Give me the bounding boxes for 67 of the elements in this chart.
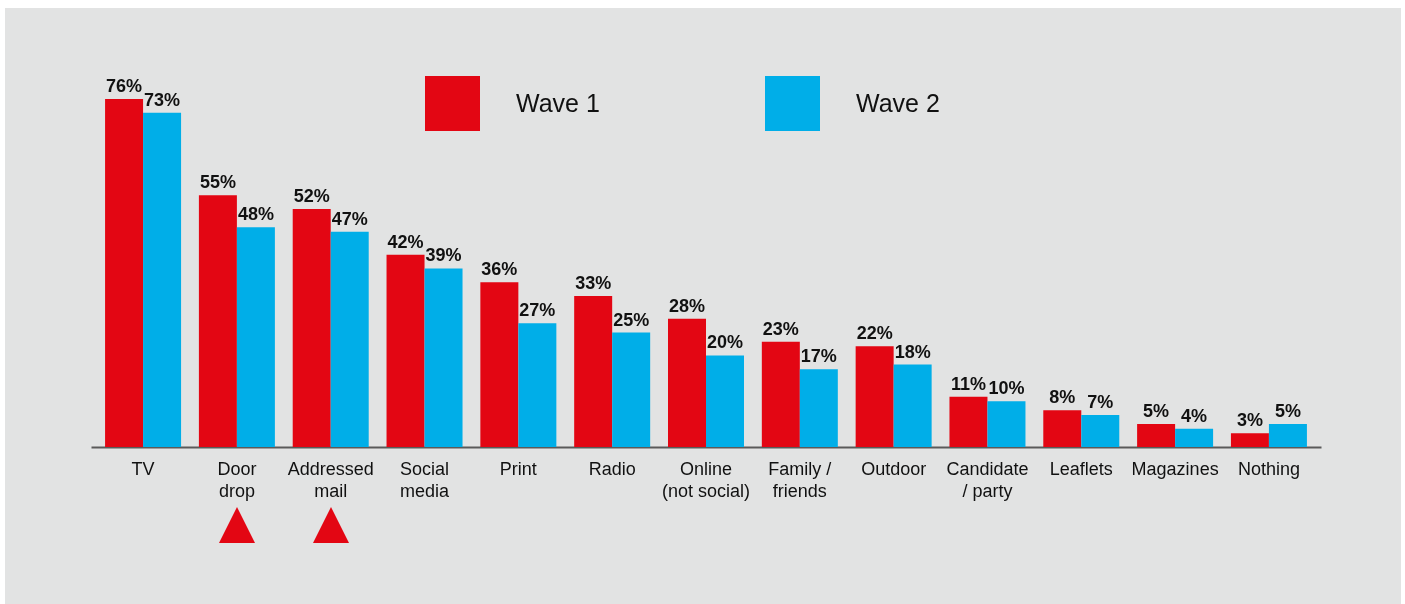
bar [574, 295, 613, 447]
bar [198, 195, 237, 447]
x-tick-label: Candidate / party [946, 458, 1029, 501]
bar [761, 341, 800, 447]
data-label: 5% [1274, 401, 1301, 422]
x-tick-label: Family / friends [768, 458, 832, 501]
data-label: 52% [293, 185, 330, 206]
x-tick-label: TV [131, 458, 155, 479]
bar [1268, 424, 1307, 447]
bar [330, 231, 369, 447]
data-label: 4% [1181, 405, 1208, 426]
x-tick-label: Radio [588, 458, 636, 479]
data-label: 28% [668, 295, 706, 316]
bar [236, 227, 275, 447]
bar [987, 401, 1026, 447]
data-label: 48% [237, 204, 274, 225]
data-label: 18% [894, 341, 931, 362]
bar [612, 332, 651, 447]
bar [1081, 414, 1120, 447]
data-label: 47% [331, 208, 368, 229]
bar [480, 282, 519, 447]
bar [1043, 410, 1082, 447]
data-label: 76% [106, 76, 143, 96]
bar [799, 369, 838, 447]
x-tick-label: Nothing [1237, 458, 1300, 479]
x-tick-label: Leaflets [1049, 458, 1113, 479]
data-label: 11% [950, 373, 986, 394]
data-label: 27% [519, 300, 556, 321]
bar [1230, 433, 1269, 447]
data-label: 36% [481, 259, 518, 280]
data-label: 55% [199, 172, 236, 193]
data-label: 33% [575, 272, 612, 293]
bar [1137, 424, 1176, 447]
bar [386, 254, 425, 447]
bar [668, 318, 706, 447]
bar [949, 396, 988, 447]
x-tick-label: Social media [400, 458, 451, 501]
bar [855, 346, 894, 447]
data-label: 5% [1143, 401, 1170, 422]
data-label: 42% [387, 231, 424, 252]
bar [105, 99, 144, 447]
data-label: 23% [762, 318, 799, 339]
data-label: 17% [800, 346, 837, 367]
data-label: 8% [1049, 387, 1076, 408]
data-label: 22% [856, 323, 893, 344]
x-tick-label: Magazines [1131, 458, 1219, 479]
data-label: 7% [1087, 391, 1114, 412]
x-tick-label: Online (not social) [661, 458, 751, 501]
x-tick-label: Door drop [217, 458, 257, 501]
bar [706, 355, 744, 447]
x-tick-label: Outdoor [861, 458, 927, 479]
bar [424, 268, 463, 447]
data-label: 25% [613, 309, 650, 330]
data-label: 10% [988, 378, 1025, 399]
bar [1175, 428, 1214, 447]
x-tick-label: Addressed mail [287, 458, 374, 501]
bar [893, 364, 932, 447]
legend-label: Wave 1 [516, 88, 600, 117]
data-label: 20% [706, 332, 744, 353]
bar [143, 112, 182, 447]
bar [518, 323, 557, 447]
x-tick-label: Print [499, 458, 537, 479]
legend-label: Wave 2 [856, 88, 940, 117]
data-label: 3% [1236, 410, 1263, 431]
data-label: 39% [425, 245, 462, 266]
data-label: 73% [144, 89, 181, 110]
bar [292, 208, 331, 447]
